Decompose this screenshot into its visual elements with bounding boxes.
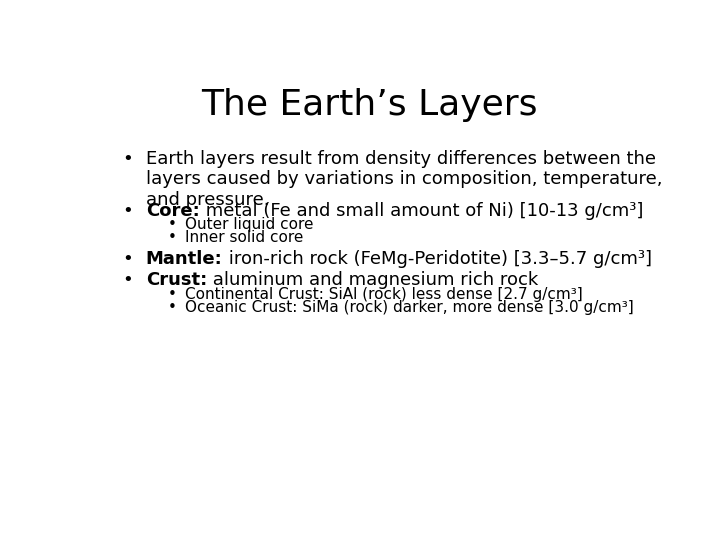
Text: metal (Fe and small amount of Ni) [10-13 g/cm³]: metal (Fe and small amount of Ni) [10-13…: [199, 202, 643, 220]
Text: Oceanic Crust: SiMa (rock) darker, more dense [3.0 g/cm³]: Oceanic Crust: SiMa (rock) darker, more …: [184, 300, 634, 315]
Text: Crust:: Crust:: [145, 271, 207, 289]
Text: •: •: [168, 300, 176, 315]
Text: Core:: Core:: [145, 202, 199, 220]
Text: •: •: [168, 217, 176, 232]
Text: Mantle:: Mantle:: [145, 249, 222, 268]
Text: The Earth’s Layers: The Earth’s Layers: [201, 88, 537, 122]
Text: •: •: [168, 231, 176, 245]
Text: Outer liquid core: Outer liquid core: [184, 217, 313, 232]
Text: aluminum and magnesium rich rock: aluminum and magnesium rich rock: [207, 271, 539, 289]
Text: •: •: [122, 249, 133, 268]
Text: Earth layers result from density differences between the
layers caused by variat: Earth layers result from density differe…: [145, 150, 662, 209]
Text: Continental Crust: SiAl (rock) less dense [2.7 g/cm³]: Continental Crust: SiAl (rock) less dens…: [184, 287, 582, 301]
Text: •: •: [122, 202, 133, 220]
Text: •: •: [122, 150, 133, 167]
Text: Inner solid core: Inner solid core: [184, 231, 303, 245]
Text: •: •: [168, 287, 176, 301]
Text: •: •: [122, 271, 133, 289]
Text: iron-rich rock (FeMg-Peridotite) [3.3–5.7 g/cm³]: iron-rich rock (FeMg-Peridotite) [3.3–5.…: [222, 249, 652, 268]
